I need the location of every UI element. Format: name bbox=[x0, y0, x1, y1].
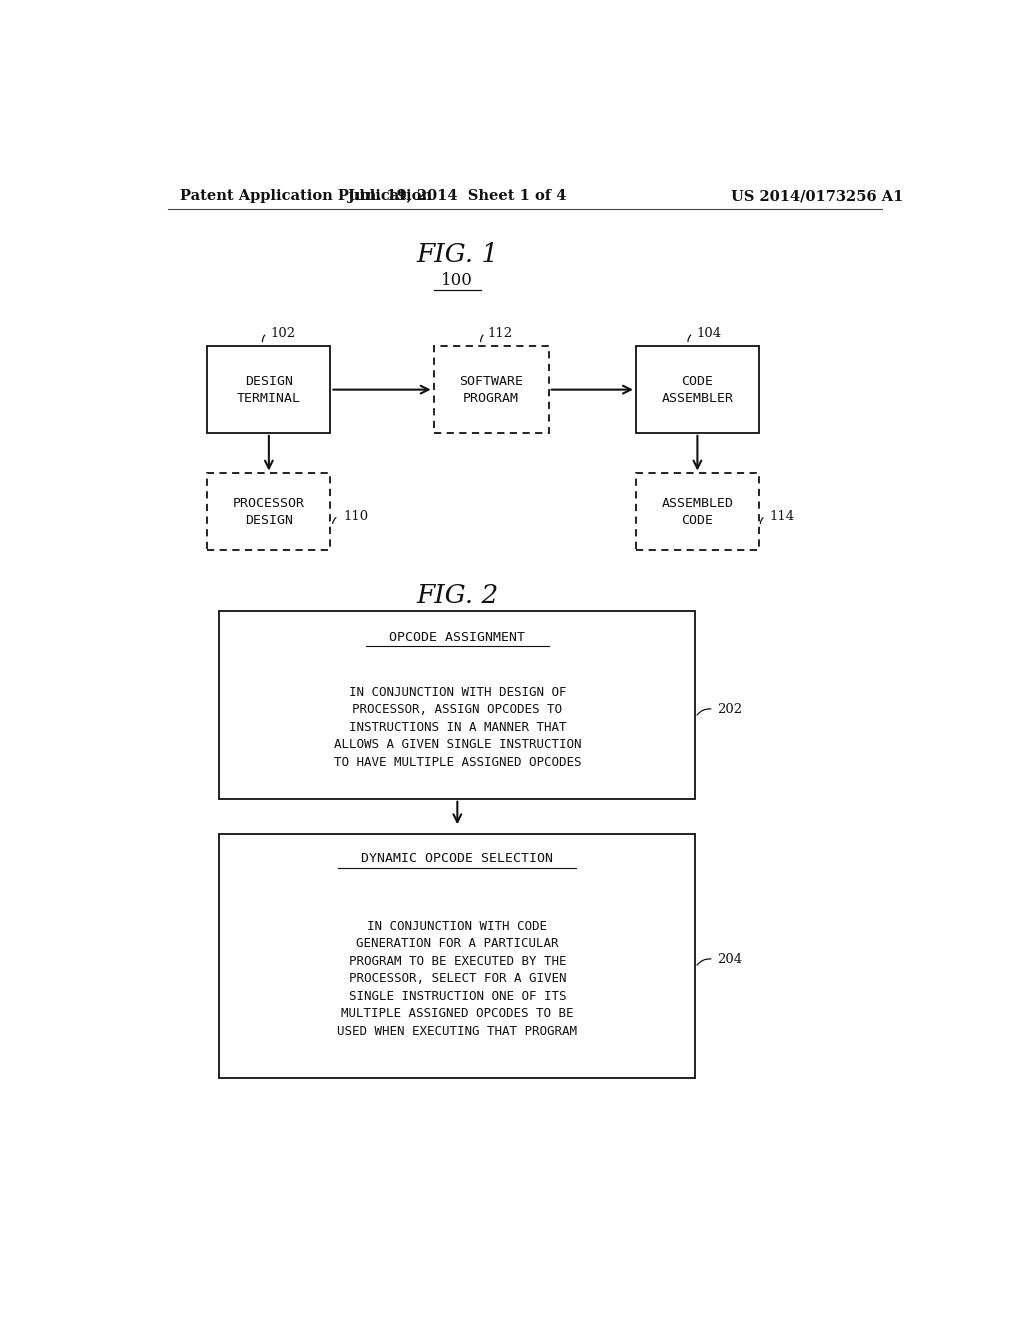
Text: US 2014/0173256 A1: US 2014/0173256 A1 bbox=[731, 189, 903, 203]
FancyBboxPatch shape bbox=[636, 474, 759, 549]
Text: FIG. 1: FIG. 1 bbox=[416, 243, 499, 268]
Text: FIG. 2: FIG. 2 bbox=[416, 583, 499, 609]
Text: OPCODE ASSIGNMENT: OPCODE ASSIGNMENT bbox=[389, 631, 525, 644]
FancyBboxPatch shape bbox=[636, 346, 759, 433]
Text: 110: 110 bbox=[344, 510, 369, 523]
Text: CODE
ASSEMBLER: CODE ASSEMBLER bbox=[662, 375, 733, 405]
Text: 102: 102 bbox=[270, 327, 296, 339]
Text: Jun. 19, 2014  Sheet 1 of 4: Jun. 19, 2014 Sheet 1 of 4 bbox=[348, 189, 566, 203]
FancyBboxPatch shape bbox=[207, 474, 331, 549]
FancyBboxPatch shape bbox=[207, 346, 331, 433]
Text: ASSEMBLED
CODE: ASSEMBLED CODE bbox=[662, 496, 733, 527]
Text: 104: 104 bbox=[696, 327, 721, 339]
Text: DYNAMIC OPCODE SELECTION: DYNAMIC OPCODE SELECTION bbox=[361, 853, 553, 865]
FancyBboxPatch shape bbox=[433, 346, 549, 433]
FancyBboxPatch shape bbox=[219, 834, 695, 1078]
Text: 114: 114 bbox=[769, 510, 795, 523]
Text: 204: 204 bbox=[717, 953, 742, 966]
Text: SOFTWARE
PROGRAM: SOFTWARE PROGRAM bbox=[459, 375, 523, 405]
Text: IN CONJUNCTION WITH CODE
GENERATION FOR A PARTICULAR
PROGRAM TO BE EXECUTED BY T: IN CONJUNCTION WITH CODE GENERATION FOR … bbox=[337, 920, 578, 1038]
Text: IN CONJUNCTION WITH DESIGN OF
PROCESSOR, ASSIGN OPCODES TO
INSTRUCTIONS IN A MAN: IN CONJUNCTION WITH DESIGN OF PROCESSOR,… bbox=[334, 685, 581, 768]
Text: PROCESSOR
DESIGN: PROCESSOR DESIGN bbox=[232, 496, 305, 527]
Text: 100: 100 bbox=[441, 272, 473, 289]
Text: Patent Application Publication: Patent Application Publication bbox=[179, 189, 431, 203]
Text: 112: 112 bbox=[487, 327, 513, 339]
FancyBboxPatch shape bbox=[219, 611, 695, 799]
Text: DESIGN
TERMINAL: DESIGN TERMINAL bbox=[237, 375, 301, 405]
Text: 202: 202 bbox=[717, 702, 742, 715]
